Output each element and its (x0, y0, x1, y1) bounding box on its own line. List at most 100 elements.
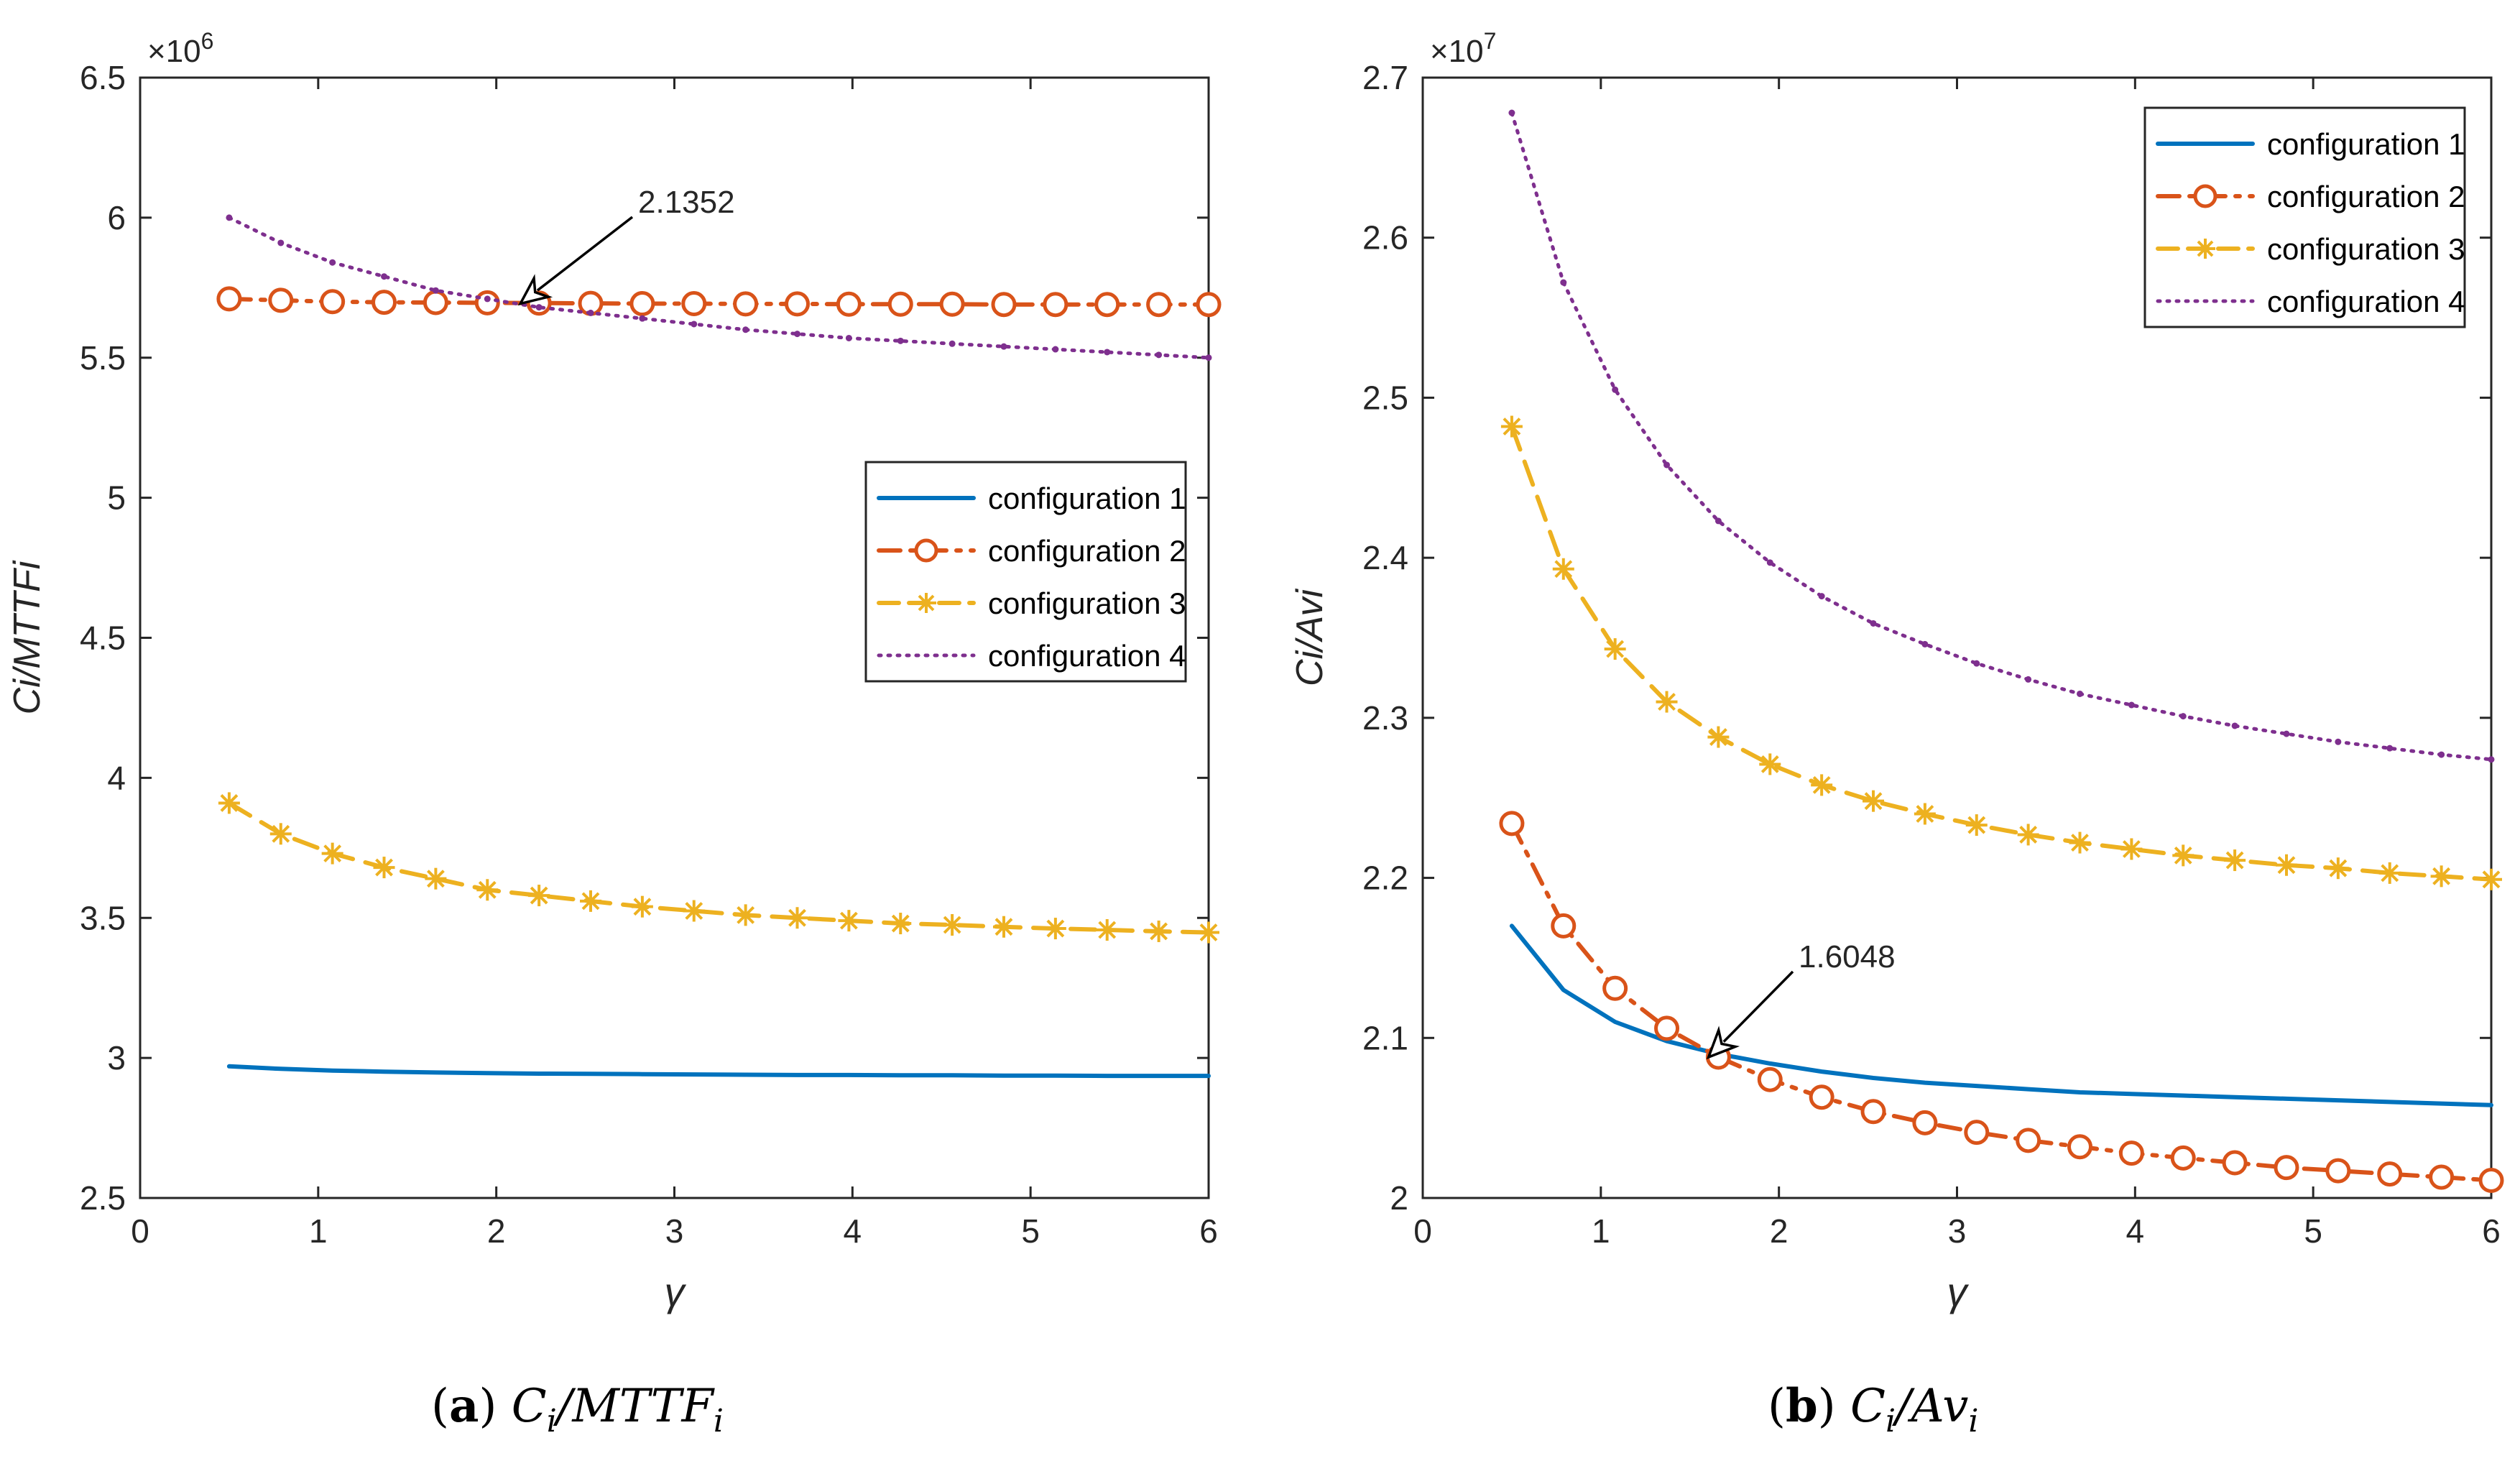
series-2-marker (1094, 292, 1120, 318)
legend-marker-3 (2195, 239, 2215, 259)
series-4-marker (794, 331, 801, 338)
series-4-marker (1612, 386, 1619, 393)
series-2-marker (1809, 1084, 1834, 1110)
star-stroke (1967, 816, 1986, 834)
y-axis-label: Ci/Avi (1289, 589, 1331, 686)
series-2-marker (1196, 292, 1222, 318)
y-tick-label: 2.5 (80, 1179, 126, 1217)
series-2-marker (1146, 292, 1172, 318)
series-2-marker (1602, 975, 1628, 1001)
series-3-marker (1707, 726, 1730, 748)
series-4-marker (1000, 343, 1007, 350)
y-tick-label: 2.2 (1362, 859, 1408, 897)
x-tick-label: 6 (2482, 1212, 2501, 1250)
series-2-marker (991, 292, 1017, 318)
star-stroke (2381, 864, 2399, 882)
x-tick-label: 3 (1948, 1212, 1967, 1250)
panel-caption: (b) Ci/Avi (1768, 1379, 1979, 1439)
caption-sub-2: i (1968, 1403, 1978, 1439)
x-tick-label: 4 (844, 1212, 862, 1250)
series-line-4 (1510, 111, 2493, 762)
series-4-marker (1560, 279, 1567, 286)
series-2-marker (1860, 1099, 1886, 1125)
series-2-marker (371, 290, 397, 315)
series-3-marker (2120, 838, 2143, 860)
y-tick-label: 2.1 (1362, 1019, 1408, 1056)
series-2-marker (474, 290, 500, 315)
series-3-marker (1863, 790, 1885, 812)
y-axis-label: Ci/MTTFi (6, 560, 48, 714)
series-2-marker (681, 291, 707, 317)
series-3-marker (2480, 868, 2502, 890)
annotation-arrow-head (1706, 1026, 1740, 1060)
series-3-marker (1604, 638, 1626, 660)
annotation-label: 1.6048 (1799, 939, 1896, 974)
series-3-marker (218, 792, 240, 814)
x-tick-label: 0 (131, 1212, 149, 1250)
y-tick-label: 2.4 (1362, 539, 1408, 576)
series-2-marker (1912, 1110, 1938, 1135)
panel-a-chart: 0 1 2 3 4 5 6 2.5 3 3.5 4 4.5 5 5.5 6 6.5 ×106 γ Ci/MTTFi 2… (6, 28, 1222, 1439)
series-3-marker (1552, 558, 1574, 580)
series-3-marker (1656, 691, 1678, 713)
legend-label-4: configuration 4 (2267, 285, 2465, 318)
caption-numerator: C (1850, 1380, 1886, 1433)
series-4-marker (1205, 354, 1212, 361)
series-3-marker (528, 885, 550, 907)
annotation-arrow-shaft (1722, 970, 1794, 1043)
series-3-marker (1148, 920, 1170, 942)
series-2-marker (2016, 1128, 2041, 1153)
star-stroke (1760, 755, 1779, 773)
legend-label-3: configuration 3 (988, 586, 1186, 620)
series-4-marker (2386, 745, 2394, 752)
y-tick-label: 2.7 (1362, 59, 1408, 96)
star-stroke (2071, 834, 2089, 852)
series-line-2 (1509, 821, 2493, 1183)
star-stroke (1554, 560, 1573, 579)
series-2-marker (1757, 1066, 1783, 1092)
series-3-marker (838, 910, 860, 932)
star-stroke (2174, 846, 2192, 865)
series-4-marker (535, 304, 543, 311)
series-2-marker (1654, 1015, 1680, 1041)
star-stroke (1658, 693, 1676, 711)
annotation-arrow-head (517, 274, 553, 306)
star-stroke (918, 594, 935, 612)
star-stroke (2225, 851, 2244, 870)
series-2-marker (268, 287, 294, 313)
star-stroke (2197, 240, 2214, 257)
y-exponent-power: 7 (1484, 28, 1497, 54)
caption-sub-2: i (714, 1403, 724, 1439)
x-axis-label: γ (1947, 1269, 1970, 1314)
legend-label-2: configuration 2 (988, 534, 1186, 568)
y-tick-label: 3.5 (80, 899, 126, 936)
series-3-marker (2327, 857, 2349, 880)
series-3-marker (1759, 753, 1781, 775)
series-3-marker (1914, 803, 1936, 825)
x-tick-label: 1 (309, 1212, 328, 1250)
legend-marker-2 (914, 538, 938, 563)
series-3-marker (580, 890, 602, 912)
y-tick-label: 3 (107, 1039, 126, 1077)
series-3-marker (683, 900, 705, 922)
series-4-marker (484, 295, 491, 303)
star-stroke (1046, 919, 1065, 938)
star-stroke (220, 794, 239, 812)
star-stroke (1503, 418, 1521, 435)
series-4-marker (1921, 640, 1929, 647)
star-stroke (2277, 856, 2296, 875)
series-2-marker (2067, 1134, 2093, 1160)
star-stroke (323, 844, 342, 863)
panel-caption: (a) Ci/MTTFi (431, 1379, 724, 1439)
series-2-marker (2429, 1164, 2455, 1190)
series-3-marker (2378, 862, 2401, 884)
series-3-marker (734, 904, 757, 926)
series-4-marker (897, 337, 904, 344)
series-4-marker (587, 309, 594, 316)
series-line-1 (1509, 923, 2493, 1107)
y-tick-label: 2.6 (1362, 219, 1408, 257)
series-4-marker (1714, 517, 1722, 525)
series-4-marker (1870, 619, 1877, 627)
series-3-marker (1965, 814, 1988, 836)
caption-numerator: C (512, 1380, 547, 1433)
